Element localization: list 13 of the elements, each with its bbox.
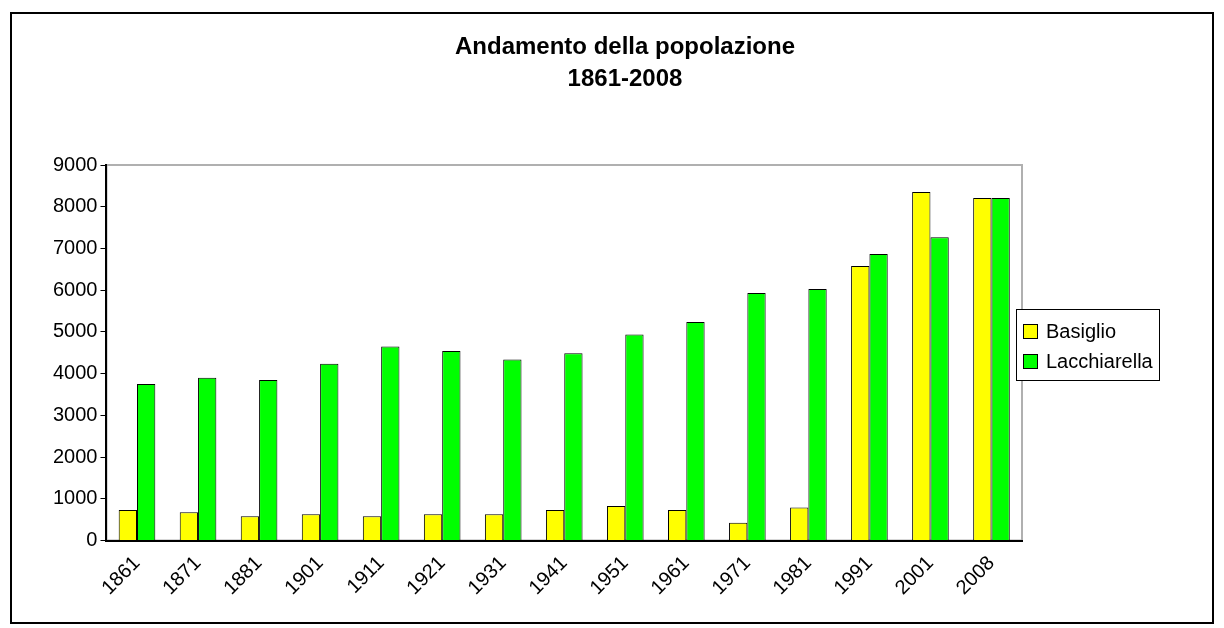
legend-label: Basiglio [1046,319,1117,343]
y-tick-label: 4000 [52,361,98,384]
y-tick-label: 0 [86,528,98,551]
chart-title: Andamento della popolazione 1861-2008 [454,31,796,93]
y-tick-label: 7000 [52,235,98,258]
y-tick-label: 9000 [52,152,98,175]
y-tick-label: 2000 [52,444,98,467]
y-tick-label: 6000 [52,277,98,300]
legend-label: Lacchiarella [1046,349,1153,373]
y-tick-label: 3000 [52,402,98,425]
y-tick-label: 8000 [52,194,98,217]
y-tick-label: 1000 [52,486,98,509]
y-tick-label: 5000 [52,319,98,342]
